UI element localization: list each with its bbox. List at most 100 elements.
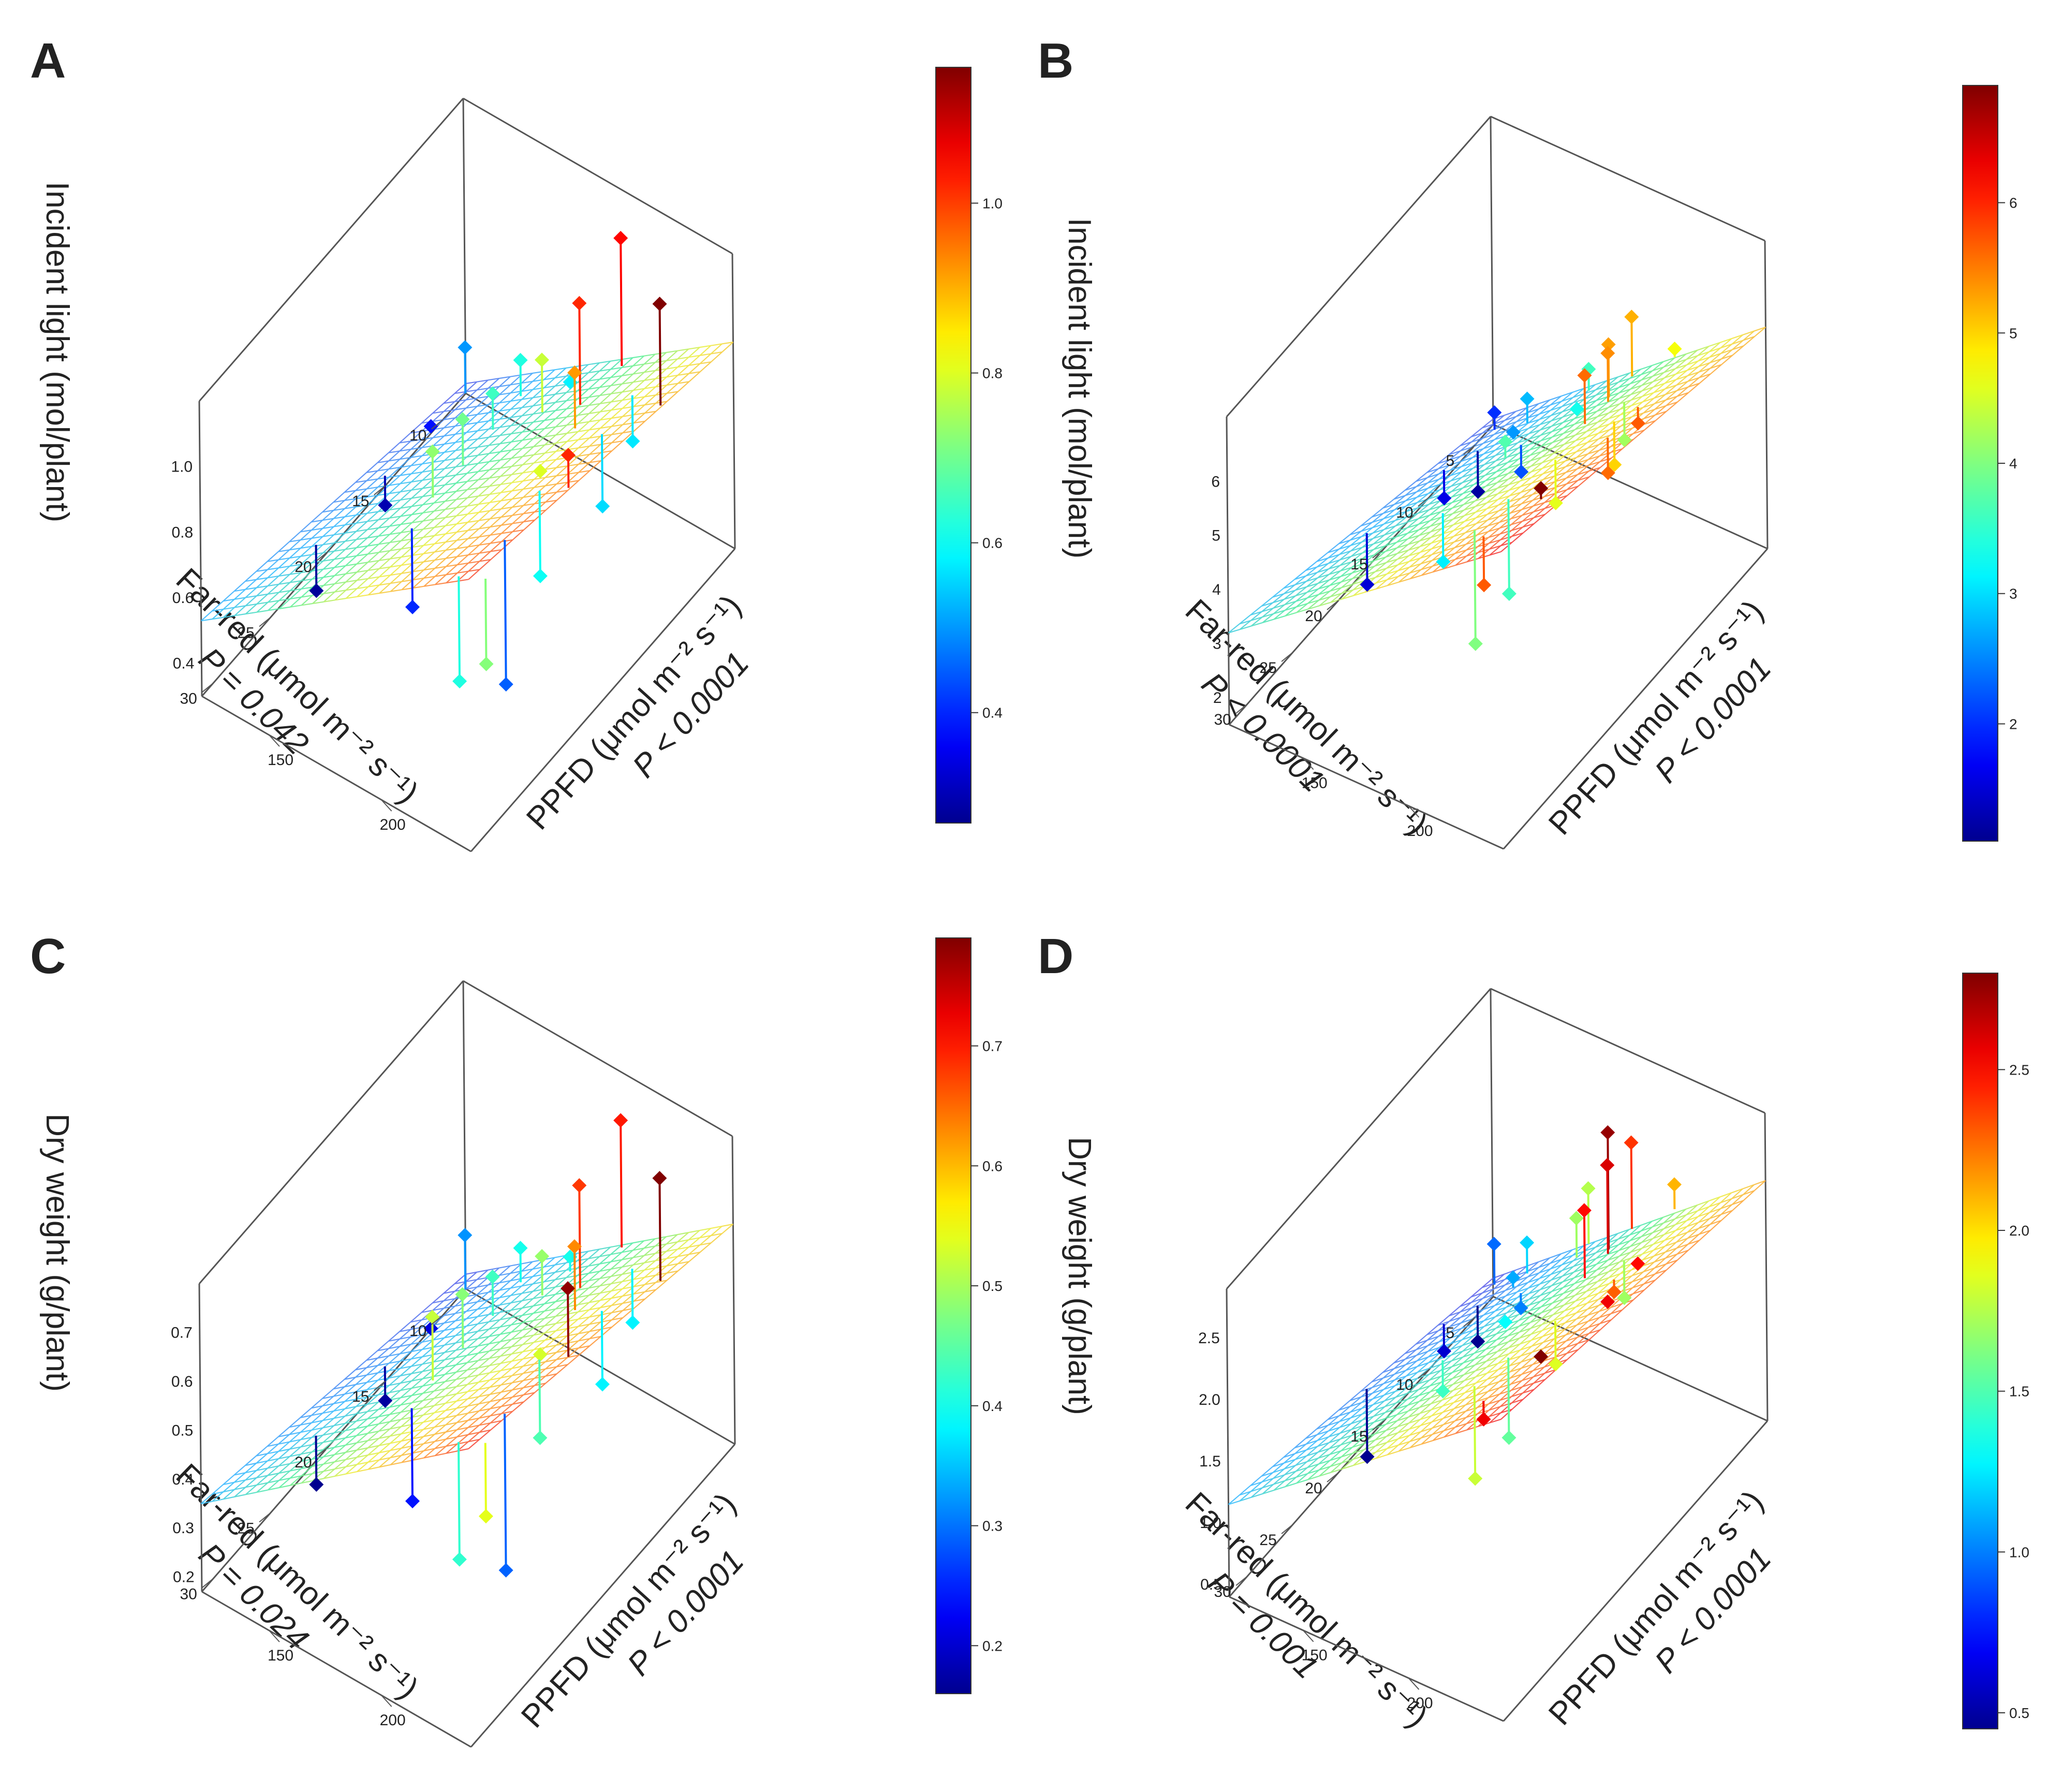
mesh-line [643,1245,656,1256]
far-red-tick-mark [374,1380,386,1391]
panel-c-z-axis-label: Dry weight (g/plant) [39,1113,75,1392]
mesh-line [477,1329,490,1339]
mesh-line [444,458,456,469]
mesh-line [400,1343,411,1347]
mesh-line [388,1346,400,1349]
mesh-line [455,464,467,476]
mesh-line [1339,545,1351,555]
mesh-line [1698,1218,1711,1229]
mesh-line [522,1305,534,1316]
mesh-line [1607,1250,1619,1261]
mesh-line [1486,1357,1498,1362]
mesh-line [455,457,467,467]
mesh-line [1699,368,1711,378]
mesh-line [1460,451,1472,457]
mesh-line [456,1413,468,1416]
mesh-line [666,1248,678,1252]
mesh-line [578,470,591,481]
mesh-line [1460,446,1472,452]
mesh-line [334,597,346,601]
mesh-line [1539,1274,1551,1279]
mesh-line [1466,546,1478,556]
mesh-line [523,1363,535,1374]
mesh-line [1544,492,1556,497]
mesh-line [1675,1214,1687,1225]
mesh-line [368,592,380,596]
mesh-line [1307,1458,1319,1468]
mesh-line [521,389,533,392]
mesh-line [411,1400,423,1404]
mesh-line [1566,1343,1578,1348]
mesh-line [510,1300,523,1311]
mesh-line [555,1299,567,1310]
mesh-line [555,1277,567,1281]
mesh-line [378,1392,390,1396]
mesh-line [1485,1339,1497,1344]
mesh-line [212,1499,224,1502]
mesh-line [1618,372,1630,383]
mesh-line [633,413,645,423]
mesh-line [357,594,369,597]
mesh-line [588,419,601,431]
mesh-line [432,411,445,422]
mesh-line [234,597,246,600]
mesh-line [688,1230,700,1233]
mesh-line [1273,1474,1285,1479]
mesh-line [1665,1242,1677,1253]
residual-line [538,491,541,576]
mesh-line [490,1406,502,1417]
mesh-line [1588,1317,1600,1322]
panel-a-ppfd-label-group: PPFD (μmol m⁻² s⁻¹) P < 0.0001 [520,588,756,836]
mesh-line [677,373,689,384]
mesh-line [1619,405,1632,416]
mesh-line [512,521,524,524]
mesh-line [523,495,535,498]
mesh-line [267,576,279,586]
mesh-line [233,1465,246,1476]
mesh-line [1675,1220,1687,1231]
mesh-line [410,438,422,442]
mesh-line [367,584,380,596]
mesh-line [1655,1269,1667,1275]
mesh-line [533,1318,545,1329]
mesh-line [1552,427,1564,432]
mesh-line [1385,541,1397,552]
mesh-line [1497,490,1510,500]
mesh-line [1483,1299,1495,1310]
mesh-line [1439,486,1451,491]
mesh-line [1475,1372,1487,1378]
mesh-line [1419,1391,1431,1402]
mesh-line [456,497,468,501]
mesh-line [1394,495,1406,505]
residual-line [1613,421,1616,465]
mesh-line [466,463,479,474]
mesh-line [488,1297,500,1301]
mesh-line [622,1257,634,1260]
mesh-line [1407,1395,1420,1406]
mesh-line [599,1283,612,1294]
mesh-line [501,523,513,534]
mesh-line [611,440,623,444]
mesh-line [467,479,479,482]
mesh-line [700,361,712,364]
mesh-line [1464,517,1477,527]
mesh-line [1406,507,1418,512]
mesh-line [1431,539,1443,544]
mesh-line [1438,464,1450,469]
data-point [625,434,640,449]
mesh-line [432,1300,444,1304]
mesh-line [334,1430,346,1434]
mesh-line [1576,1309,1588,1319]
data-point [425,444,440,459]
mesh-line [589,444,601,447]
mesh-line [1554,1340,1567,1352]
mesh-line [1374,1418,1386,1423]
mesh-line [1442,530,1454,535]
mesh-line [544,1308,556,1312]
mesh-line [1432,1424,1444,1435]
mesh-line [512,1373,523,1376]
mesh-line [456,1420,468,1430]
mesh-line [521,372,533,376]
mesh-line [1375,1435,1387,1441]
mesh-line [545,491,557,503]
